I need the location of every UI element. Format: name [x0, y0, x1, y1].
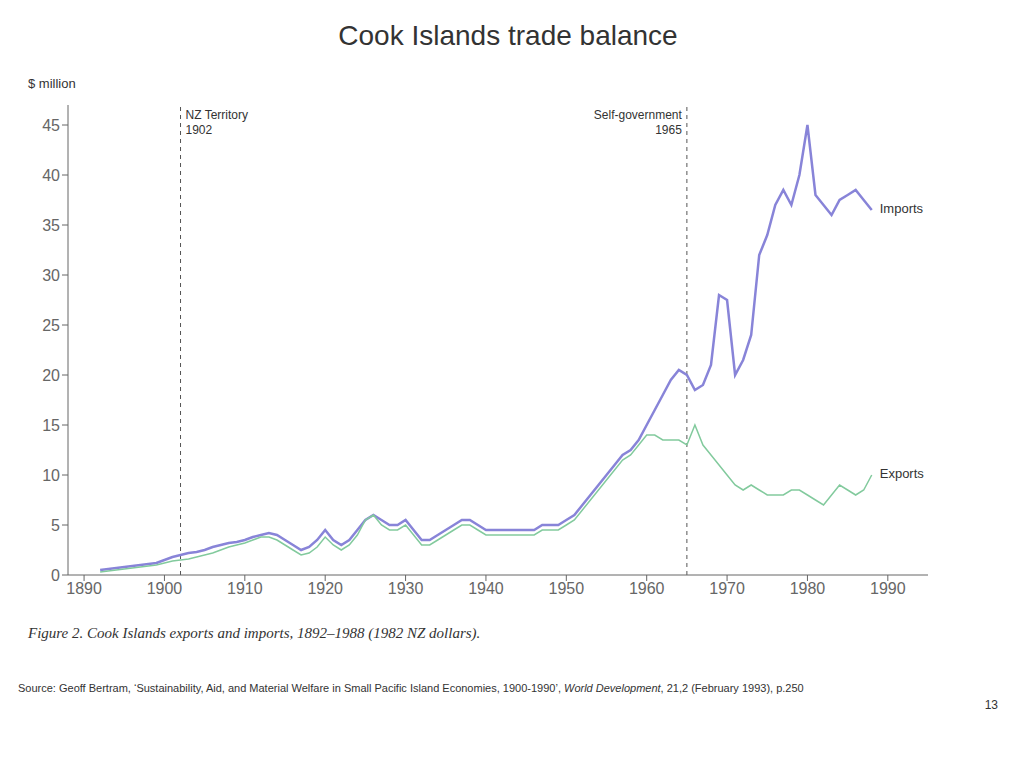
svg-text:NZ Territory1902: NZ Territory1902	[186, 108, 248, 137]
svg-text:1930: 1930	[388, 580, 424, 597]
html-text:Cook Islands trade balance: Cook Islands trade balance	[338, 20, 678, 51]
svg-text:1950: 1950	[549, 580, 585, 597]
svg-text:1890: 1890	[66, 580, 102, 597]
html-text:$ million: $ million	[28, 76, 76, 91]
svg-text:15: 15	[42, 417, 60, 434]
svg-text:1980: 1980	[790, 580, 826, 597]
svg-text:1900: 1900	[147, 580, 183, 597]
svg-text:1970: 1970	[709, 580, 745, 597]
svg-text:Imports: Imports	[880, 201, 924, 216]
svg-text:1920: 1920	[307, 580, 343, 597]
svg-text:45: 45	[42, 117, 60, 134]
svg-text:Self-government1965: Self-government1965	[594, 108, 683, 137]
html-text:Figure 2. Cook Islands exports: Figure 2. Cook Islands exports and impor…	[28, 625, 481, 641]
svg-text:20: 20	[42, 367, 60, 384]
svg-text:0: 0	[51, 567, 60, 584]
html-text:13: 13	[984, 698, 998, 712]
svg-text:1940: 1940	[468, 580, 504, 597]
svg-text:1960: 1960	[629, 580, 665, 597]
svg-text:5: 5	[51, 517, 60, 534]
svg-text:30: 30	[42, 267, 60, 284]
svg-text:40: 40	[42, 167, 60, 184]
svg-text:35: 35	[42, 217, 60, 234]
svg-text:1990: 1990	[870, 580, 906, 597]
svg-text:10: 10	[42, 467, 60, 484]
html-text:Source: Geoff Bertram, ‘Sustai: Source: Geoff Bertram, ‘Sustainability, …	[18, 682, 804, 694]
svg-text:1910: 1910	[227, 580, 263, 597]
svg-text:25: 25	[42, 317, 60, 334]
svg-text:Exports: Exports	[880, 466, 925, 481]
